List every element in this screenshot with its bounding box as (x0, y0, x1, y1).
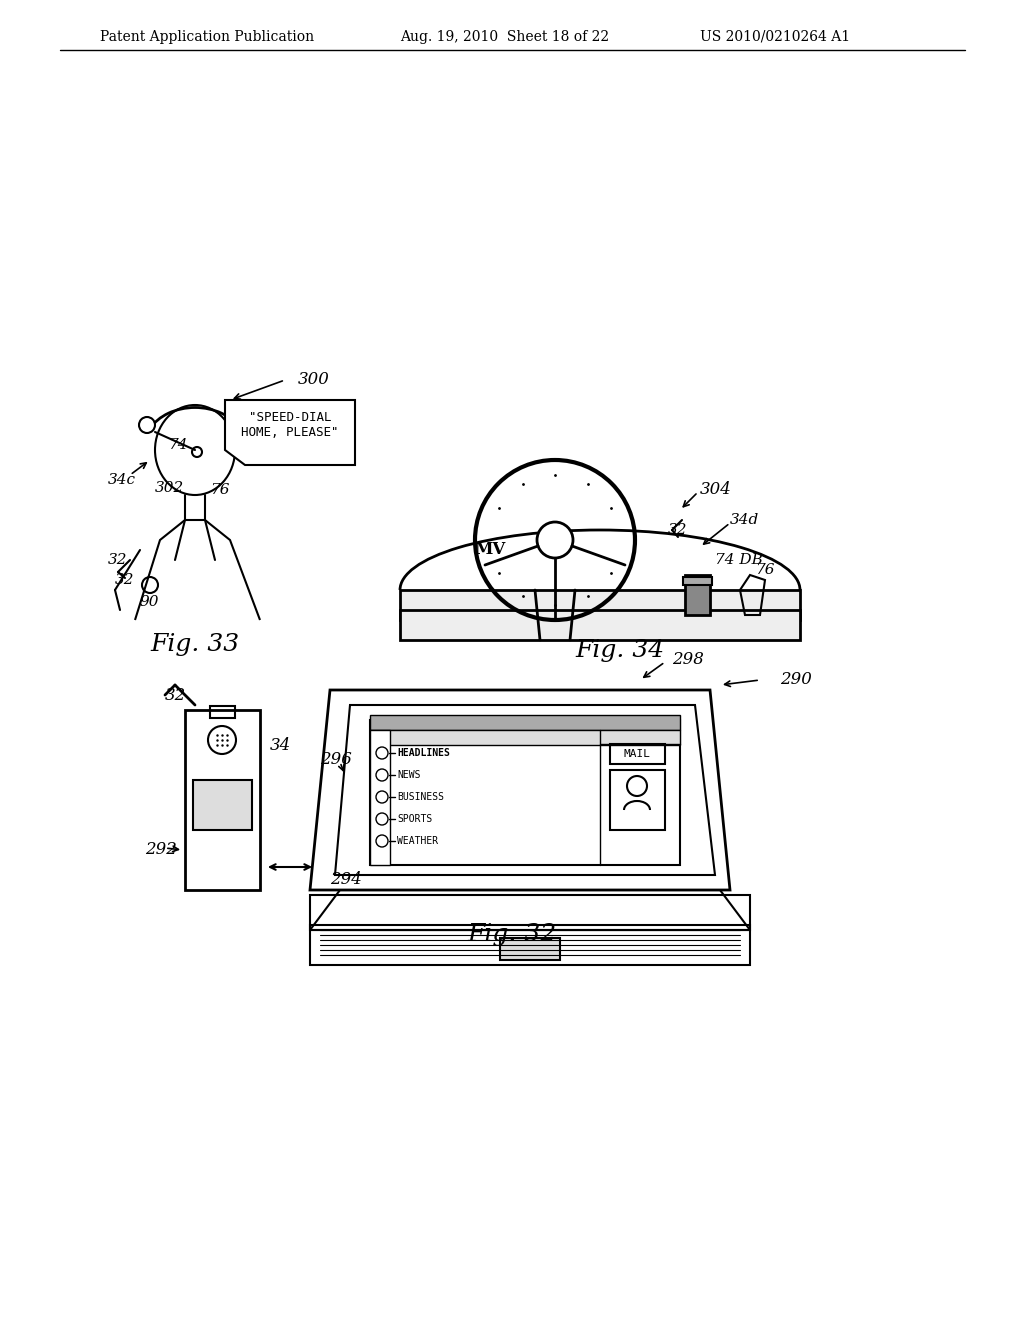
Polygon shape (225, 400, 355, 465)
Text: Fig. 34: Fig. 34 (575, 639, 665, 661)
Bar (370, 715, 680, 730)
Bar (310, 925, 750, 965)
Text: BUSINESS: BUSINESS (397, 792, 444, 803)
Text: WEATHER: WEATHER (397, 836, 438, 846)
Bar (370, 730, 680, 744)
Text: MV: MV (474, 541, 506, 558)
Bar (310, 895, 750, 931)
Text: 300: 300 (298, 371, 330, 388)
Text: MAIL: MAIL (624, 748, 650, 759)
Text: US 2010/0210264 A1: US 2010/0210264 A1 (700, 30, 850, 44)
Bar (185, 710, 260, 890)
Circle shape (537, 521, 573, 558)
Bar (193, 780, 252, 830)
Text: Fig. 33: Fig. 33 (151, 634, 240, 656)
Text: 76: 76 (755, 564, 774, 577)
Bar (370, 730, 390, 865)
Text: 32: 32 (165, 686, 186, 704)
Text: 304: 304 (700, 482, 732, 499)
Bar (400, 610, 800, 640)
Text: "SPEED-DIAL
HOME, PLEASE": "SPEED-DIAL HOME, PLEASE" (242, 411, 339, 440)
Text: HEADLINES: HEADLINES (397, 748, 450, 758)
Text: 32: 32 (108, 553, 128, 568)
Text: 32: 32 (668, 523, 687, 537)
Bar (500, 939, 560, 960)
Text: NEWS: NEWS (397, 770, 421, 780)
Text: Aug. 19, 2010  Sheet 18 of 22: Aug. 19, 2010 Sheet 18 of 22 (400, 30, 609, 44)
Circle shape (139, 417, 155, 433)
Bar (610, 770, 665, 830)
Text: 298: 298 (672, 652, 703, 668)
Bar (685, 576, 710, 615)
Text: 74: 74 (168, 438, 187, 451)
Text: 34: 34 (270, 737, 291, 754)
Text: 32: 32 (115, 573, 134, 587)
Text: SPORTS: SPORTS (397, 814, 432, 824)
Bar (210, 706, 234, 718)
Text: 90: 90 (140, 595, 160, 609)
Text: 74 DB: 74 DB (715, 553, 763, 568)
Polygon shape (310, 690, 730, 890)
Text: 296: 296 (319, 751, 352, 768)
Text: Patent Application Publication: Patent Application Publication (100, 30, 314, 44)
Text: 34d: 34d (730, 513, 759, 527)
Bar (370, 719, 680, 865)
Polygon shape (400, 590, 800, 620)
Text: 34c: 34c (108, 473, 136, 487)
Text: 76: 76 (210, 483, 229, 498)
Text: 292: 292 (145, 842, 177, 858)
Bar (683, 577, 712, 585)
Polygon shape (335, 705, 715, 875)
Text: 290: 290 (780, 672, 812, 689)
Text: 294: 294 (330, 871, 361, 888)
Text: Fig. 32: Fig. 32 (467, 924, 557, 946)
Text: 302: 302 (155, 480, 184, 495)
Bar (610, 744, 665, 764)
